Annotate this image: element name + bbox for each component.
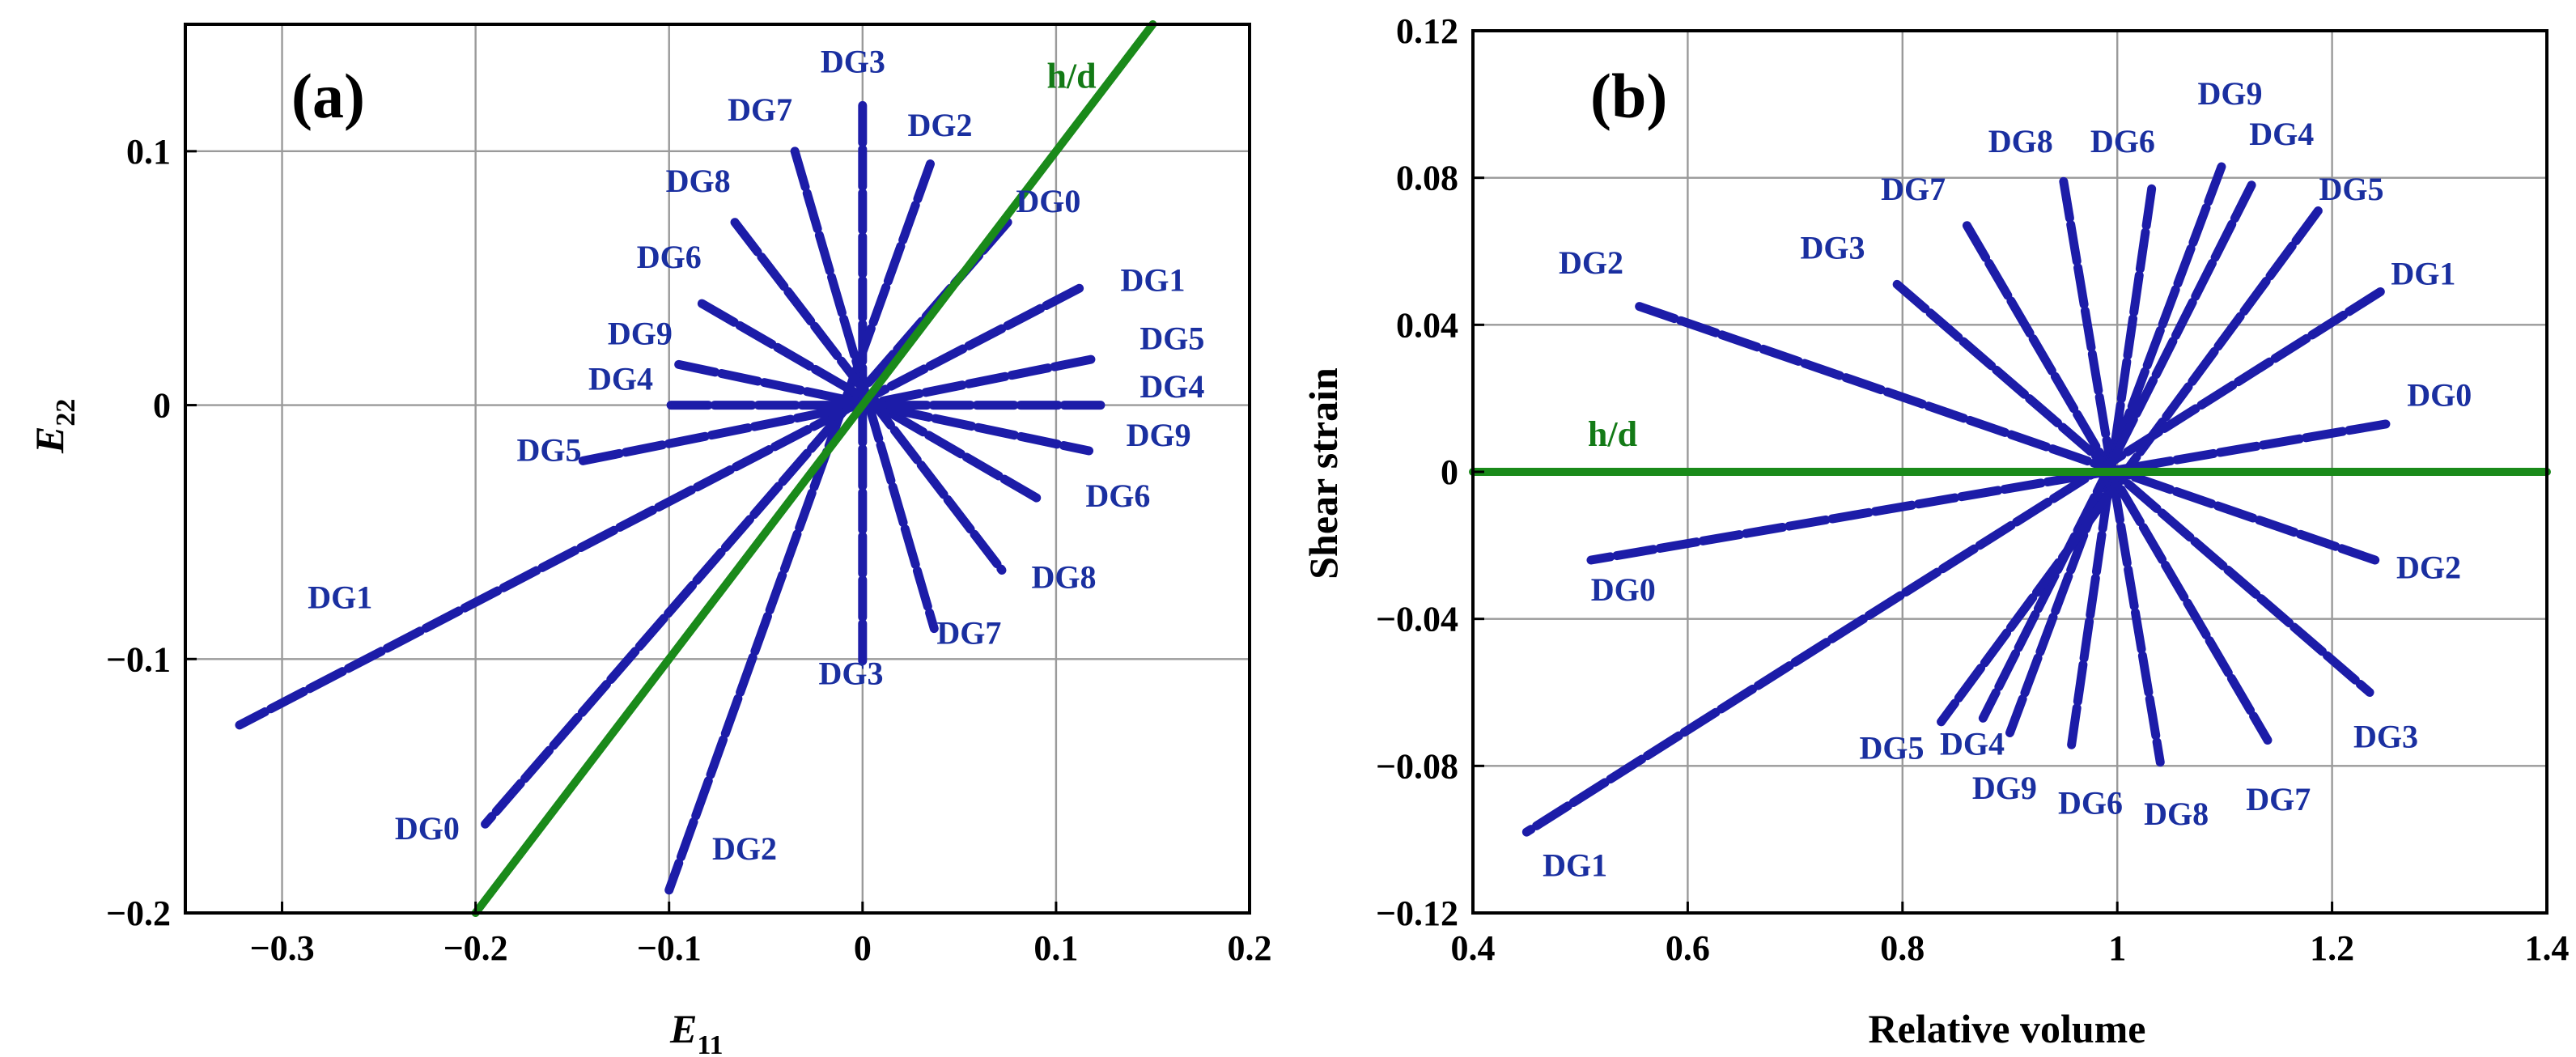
panel-a-x-tick-label: −0.1: [637, 928, 702, 968]
panel-a-x-axis-label-sub: 11: [697, 1030, 723, 1057]
panel-b-x-tick-label: 0.6: [1666, 928, 1710, 968]
panel-b-reference-label: h/d: [1588, 414, 1637, 454]
panel-a-x-tick-label: 0: [854, 928, 872, 968]
panel-a-series-label-dg7: DG7: [728, 91, 792, 128]
panel-a-y-tick-label: 0.1: [126, 132, 171, 172]
panel-a-series-label-dg4: DG4: [588, 361, 653, 397]
panel-b-series-dg3: [1892, 279, 2374, 697]
panel-a-series-label-dg1: DG1: [308, 579, 372, 616]
panel-a-y-axis-label-sub: 22: [51, 399, 81, 427]
panel-b-y-tick-label: −0.04: [1376, 600, 1458, 639]
panel-b-x-tick-label: 1.4: [2525, 928, 2570, 968]
panel-a: −0.3 −0.2 −0.1 0 0.1 0.2 −0.2 −0.1 0 0.1 h/d DG3 DG…: [27, 20, 1272, 1057]
panel-b-series-label-dg8: DG8: [1988, 123, 2053, 159]
panel-a-series-label-dg2: DG2: [712, 830, 777, 867]
panel-a-x-tick-label: −0.2: [443, 928, 508, 968]
panel-a-y-tick-label: 0: [153, 386, 171, 426]
panel-a-y-axis-label-main: E: [27, 427, 72, 454]
panel-b-series-label-dg0: DG0: [1591, 571, 1656, 608]
panel-a-series-label-dg9: DG9: [1127, 417, 1191, 453]
panel-a-reference-line: [471, 20, 1157, 917]
panel-b-series-label-dg7: DG7: [1881, 171, 1946, 207]
panel-a-y-tick-label: −0.1: [106, 639, 171, 679]
panel-b-x-tick-label: 0.8: [1880, 928, 1925, 968]
panel-b-series-dg2: [1635, 302, 2380, 565]
panel-a-series-label-dg8: DG8: [1031, 558, 1096, 595]
panel-b-y-tick-label: 0.04: [1396, 305, 1458, 345]
panel-b-series-label-dg4: DG4: [2249, 116, 2314, 152]
panel-b-series-label-dg1: DG1: [1543, 847, 1607, 884]
panel-a-x-tick-label: 0.1: [1033, 928, 1078, 968]
panel-a-series-label-dg0: DG0: [1016, 183, 1080, 219]
panel-a-series-dg2: [664, 159, 935, 895]
panel-a-x-tick-label: −0.3: [250, 928, 315, 968]
panel-a-series-label-dg2: DG2: [907, 107, 972, 143]
panel-a-series-label-dg5: DG5: [516, 432, 581, 469]
panel-b-series-label-dg7: DG7: [2246, 781, 2311, 817]
panel-a-series-label-dg7: DG7: [936, 614, 1001, 651]
panel-a-plot-frame: [184, 23, 1251, 915]
panel-b-series-dg4: [1978, 180, 2256, 723]
panel-b-y-tick-label: 0.12: [1396, 11, 1458, 51]
panel-b-series-label-dg9: DG9: [1972, 770, 2037, 806]
panel-a-series-label-dg6: DG6: [637, 239, 702, 275]
panel-b-x-tick-label: 0.4: [1451, 928, 1496, 968]
panel-a-series-label-dg3: DG3: [821, 44, 885, 80]
panel-b-series-label-dg5: DG5: [2319, 171, 2383, 207]
panel-a-reference: [471, 20, 1157, 917]
panel-b-series-dg0: [1586, 419, 2391, 565]
panel-b-y-tick-label: −0.12: [1376, 894, 1458, 933]
panel-a-series-label-dg1: DG1: [1120, 261, 1185, 298]
panel-a-series-label-dg6: DG6: [1085, 478, 1150, 514]
panel-a-label: (a): [291, 61, 365, 131]
panel-b-series-label-dg1: DG1: [2391, 255, 2455, 291]
panel-b-series-label-dg0: DG0: [2407, 376, 2472, 413]
panel-b-series-label-dg2: DG2: [1559, 244, 1623, 281]
panel-a-y-tick-label: −0.2: [106, 894, 171, 933]
panel-b: 0.4 0.6 0.8 1 1.2 1.4 −0.12 −0.08 −0.04 0 0.04 0.08…: [1301, 11, 2570, 1051]
panel-b-x-tick-label: 1.2: [2310, 928, 2354, 968]
panel-b-label: (b): [1590, 61, 1667, 131]
panel-a-series-label-dg0: DG0: [395, 810, 460, 847]
panel-b-x-axis-label: Relative volume: [1869, 1006, 2146, 1051]
panel-a-series-label-dg4: DG4: [1139, 368, 1204, 405]
panel-b-series-label-dg6: DG6: [2058, 784, 2123, 821]
panel-b-series-label-dg6: DG6: [2090, 123, 2155, 159]
panel-b-series-label-dg2: DG2: [2396, 550, 2461, 586]
panel-b-y-tick-label: 0.08: [1396, 159, 1458, 198]
panel-b-series-label-dg3: DG3: [2353, 719, 2418, 755]
panel-a-series-label-dg5: DG5: [1139, 320, 1204, 357]
panel-b-series-label-dg4: DG4: [1940, 726, 2005, 762]
panel-a-series-label-dg8: DG8: [666, 163, 731, 199]
panel-b-series-label-dg5: DG5: [1860, 729, 1925, 766]
panel-b-x-tick-label: 1: [2108, 928, 2126, 968]
panel-a-x-axis-label-main: E: [669, 1006, 697, 1051]
panel-a-x-tick-label: 0.2: [1228, 928, 1272, 968]
panel-b-series-label-dg3: DG3: [1801, 230, 1865, 266]
panel-a-series-dg5: [577, 354, 1096, 466]
panel-b-series-labels: h/d DG8 DG6 DG9 DG4 DG7 DG5 DG3 DG1 DG2 DG0 DG2 DG0 D…: [1543, 75, 2472, 884]
panel-a-reference-label: h/d: [1046, 56, 1096, 96]
panel-b-series-label-dg9: DG9: [2198, 75, 2263, 112]
panel-b-y-tick-label: 0: [1441, 452, 1458, 492]
panel-b-y-axis-label: Shear strain: [1301, 367, 1346, 579]
panel-b-ticks: 0.4 0.6 0.8 1 1.2 1.4 −0.12 −0.08 −0.04 0 0.04 0.08…: [1376, 11, 2570, 968]
panel-a-series-label-dg9: DG9: [608, 315, 673, 351]
panel-a-ticks: −0.3 −0.2 −0.1 0 0.1 0.2 −0.2 −0.1 0 0.1: [106, 132, 1272, 968]
panel-b-series-dg1: [1521, 287, 2385, 837]
panel-a-x-axis-label: E11: [669, 1006, 723, 1057]
panel-a-series-dg1: [235, 283, 1084, 730]
panel-b-y-tick-label: −0.08: [1376, 746, 1458, 786]
panel-b-series-label-dg8: DG8: [2144, 796, 2209, 832]
panel-a-y-axis-label: E22: [27, 399, 81, 454]
panel-a-series-label-dg3: DG3: [818, 656, 883, 692]
